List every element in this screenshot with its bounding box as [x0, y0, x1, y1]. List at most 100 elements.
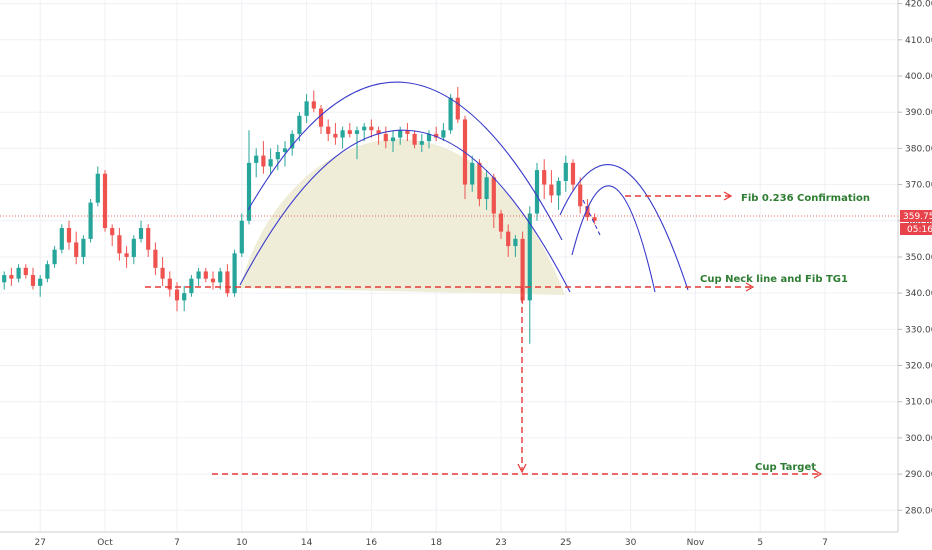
candle-body	[570, 162, 576, 185]
candle-body	[268, 159, 273, 167]
y-axis-panel	[899, 0, 932, 550]
candle-body	[578, 184, 583, 207]
candle-body	[16, 267, 21, 279]
candle	[455, 86, 460, 124]
candle-body	[81, 238, 86, 257]
y-tick-label: 390.00	[905, 108, 932, 118]
candle-body	[326, 126, 331, 134]
x-tick-label: 10	[236, 538, 248, 548]
candle-body	[290, 133, 295, 149]
cup-arc-outer	[247, 81, 563, 241]
fib-line-arrowhead	[723, 191, 733, 201]
candle	[527, 206, 532, 344]
candle-body	[398, 130, 403, 138]
candle-body	[340, 130, 345, 138]
candle	[232, 249, 237, 297]
candle-body	[95, 173, 100, 203]
x-tick-label: 25	[560, 538, 571, 548]
price-badge	[900, 210, 932, 222]
candle	[74, 231, 79, 265]
candle	[268, 148, 273, 174]
y-tick-label: 400.00	[905, 72, 932, 82]
candle	[513, 235, 518, 257]
candle	[45, 260, 50, 283]
x-tick-label: 18	[430, 538, 442, 548]
candle	[30, 267, 36, 290]
y-tick-label: 370.00	[905, 181, 932, 191]
candle-body	[297, 115, 302, 134]
candle-body	[45, 264, 50, 279]
candle	[239, 213, 244, 257]
annotations: Fib 0.236 Confirmation Cup Neck line and…	[0, 191, 898, 479]
countdown-badge	[900, 223, 932, 235]
candle	[498, 209, 504, 239]
candle-body	[2, 275, 7, 283]
candle	[484, 170, 489, 210]
candle	[326, 119, 331, 142]
cup-target-label: Cup Target	[755, 462, 816, 473]
candle-body	[491, 177, 496, 214]
candle	[261, 141, 266, 174]
candle-body	[282, 148, 288, 152]
y-tick-label: 380.00	[905, 144, 932, 154]
cup-fill	[240, 139, 565, 295]
candle	[254, 148, 259, 178]
candle-body	[52, 249, 57, 265]
candle-body	[592, 217, 597, 221]
candle-body	[124, 253, 129, 257]
y-tick-label: 320.00	[905, 362, 932, 372]
candle-body	[66, 228, 72, 243]
candle	[441, 123, 446, 142]
x-tick-label: 5	[757, 538, 763, 548]
candle-body	[520, 238, 525, 301]
candle-body	[513, 238, 518, 247]
candle	[196, 267, 201, 286]
x-tick-label: 7	[174, 538, 180, 548]
candle	[592, 213, 597, 225]
candle-body	[448, 97, 453, 131]
candle-body	[585, 206, 590, 218]
candle-body	[225, 271, 230, 294]
candle	[520, 231, 525, 304]
candle	[506, 224, 511, 257]
candle-body	[9, 275, 14, 279]
candle-body	[88, 202, 93, 239]
candle-body	[506, 231, 511, 247]
candle-body	[434, 133, 439, 138]
candle	[448, 94, 453, 134]
candle	[95, 166, 100, 207]
handle-arc-inner	[571, 185, 656, 293]
candle	[225, 264, 230, 297]
y-tick-label: 280.00	[905, 506, 932, 516]
candle-body	[527, 213, 532, 301]
y-tick-label: 420.00	[905, 0, 932, 10]
candle	[383, 126, 388, 149]
candle-body	[74, 242, 79, 257]
candle	[578, 177, 583, 214]
candle	[398, 126, 403, 145]
x-tick-label: 30	[625, 538, 637, 548]
candle	[138, 220, 144, 243]
candle-body	[304, 101, 309, 116]
target-drop-arrowhead	[517, 463, 527, 474]
x-ticks: 27 Oct 7 10 14 16 18 23 25 30 Nov 5 7	[34, 538, 827, 548]
candle-body	[412, 133, 417, 145]
candle	[542, 159, 547, 200]
candle-body	[419, 141, 424, 145]
x-tick-label: 14	[301, 538, 313, 548]
candle-body	[146, 228, 151, 250]
handle-arc-outer	[559, 164, 689, 291]
fib-confirmation-label: Fib 0.236 Confirmation	[741, 193, 870, 204]
y-tick-label: 340.00	[905, 289, 932, 299]
candle	[376, 126, 381, 145]
candle-body	[138, 228, 144, 239]
candle	[189, 275, 194, 297]
candle-body	[390, 137, 396, 142]
candle	[318, 104, 324, 134]
candle-body	[30, 275, 36, 286]
candle-body	[189, 278, 194, 294]
candle	[9, 267, 14, 286]
candle	[218, 267, 223, 290]
